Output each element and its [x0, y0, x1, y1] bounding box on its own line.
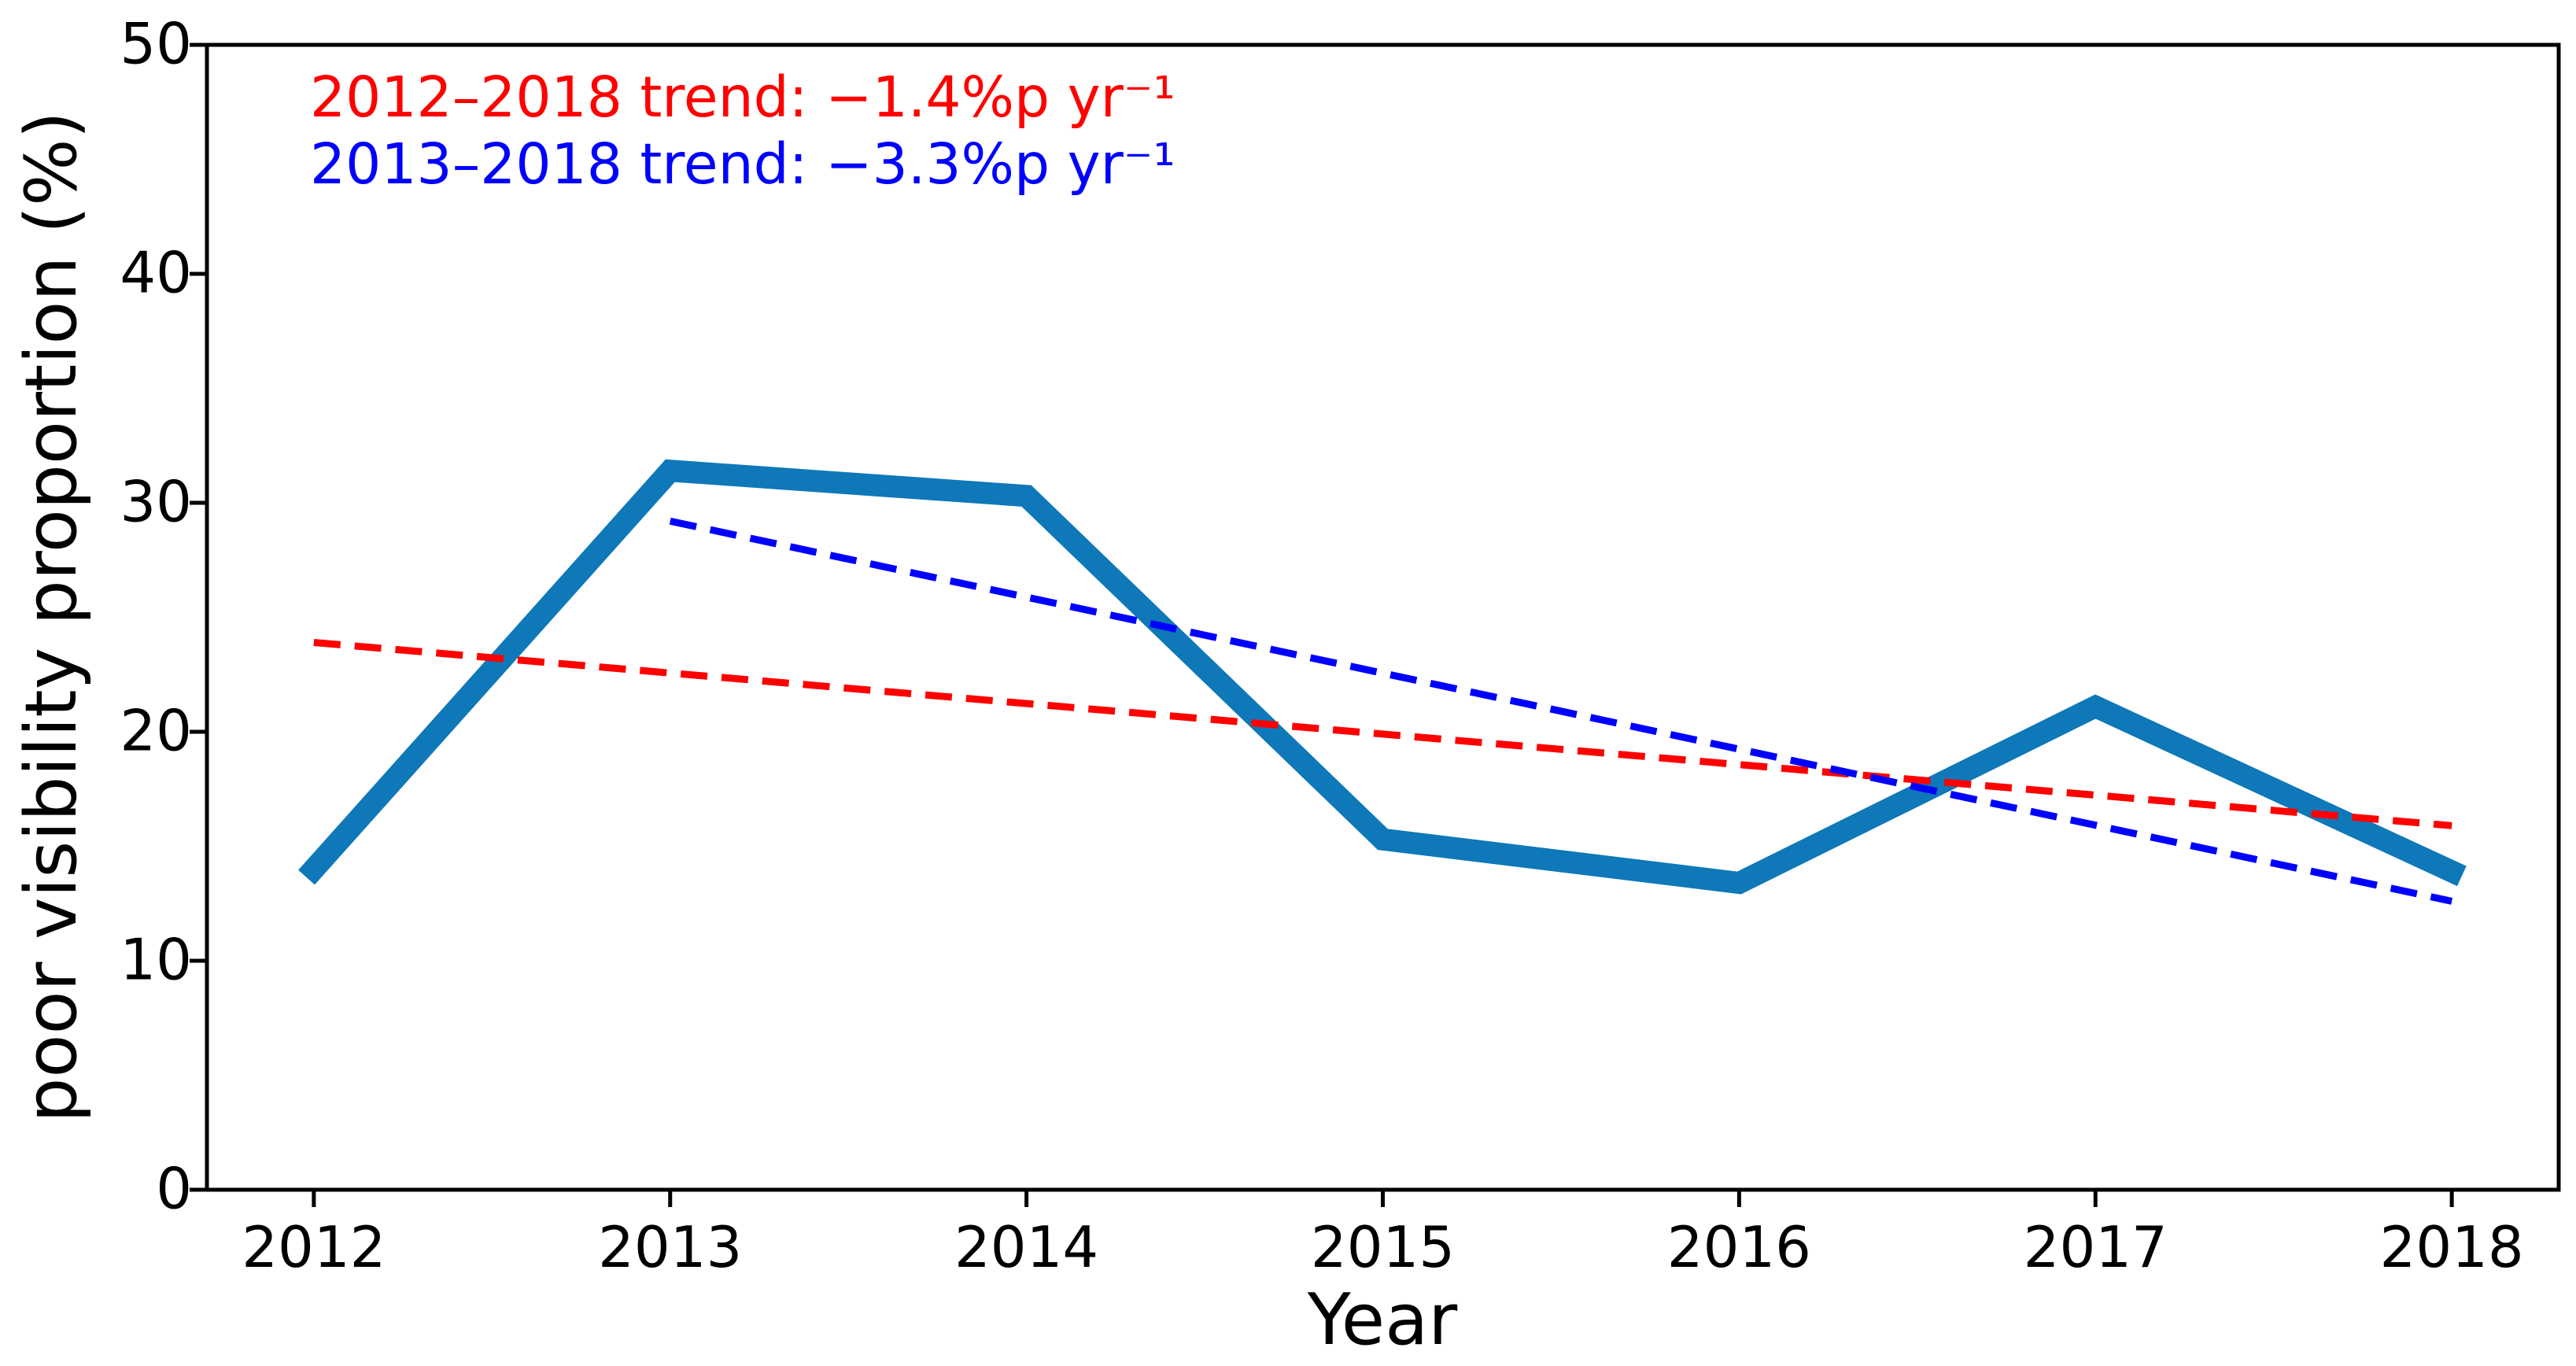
x-tick-label: 2016	[1666, 1214, 1811, 1280]
x-tick-label: 2014	[954, 1214, 1099, 1280]
y-tick-label: 0	[156, 1155, 192, 1222]
x-axis-label: Year	[1307, 1279, 1458, 1361]
x-tick-label: 2015	[1310, 1214, 1456, 1280]
trend-annotation-2013-2018: 2013–2018 trend: −3.3%p yr⁻¹	[310, 131, 1175, 197]
y-tick-label: 10	[120, 926, 192, 993]
y-axis-label: poor visibility proportion (%)	[10, 111, 93, 1123]
main-series-line	[298, 459, 2467, 895]
y-tick-label: 30	[120, 468, 192, 535]
x-tick-label: 2018	[2379, 1214, 2524, 1280]
trend-line-2	[669, 517, 2453, 905]
trend-line-1	[313, 639, 2452, 829]
y-tick-label: 40	[120, 239, 192, 306]
x-tick-label: 2013	[598, 1214, 743, 1280]
y-tick-label: 20	[120, 697, 192, 764]
trend-annotation-2012-2018: 2012–2018 trend: −1.4%p yr⁻¹	[310, 65, 1175, 130]
y-tick-label: 50	[120, 10, 192, 77]
x-tick-label: 2012	[242, 1214, 386, 1280]
plot-border	[205, 42, 2561, 1192]
x-tick-label: 2017	[2023, 1214, 2168, 1280]
